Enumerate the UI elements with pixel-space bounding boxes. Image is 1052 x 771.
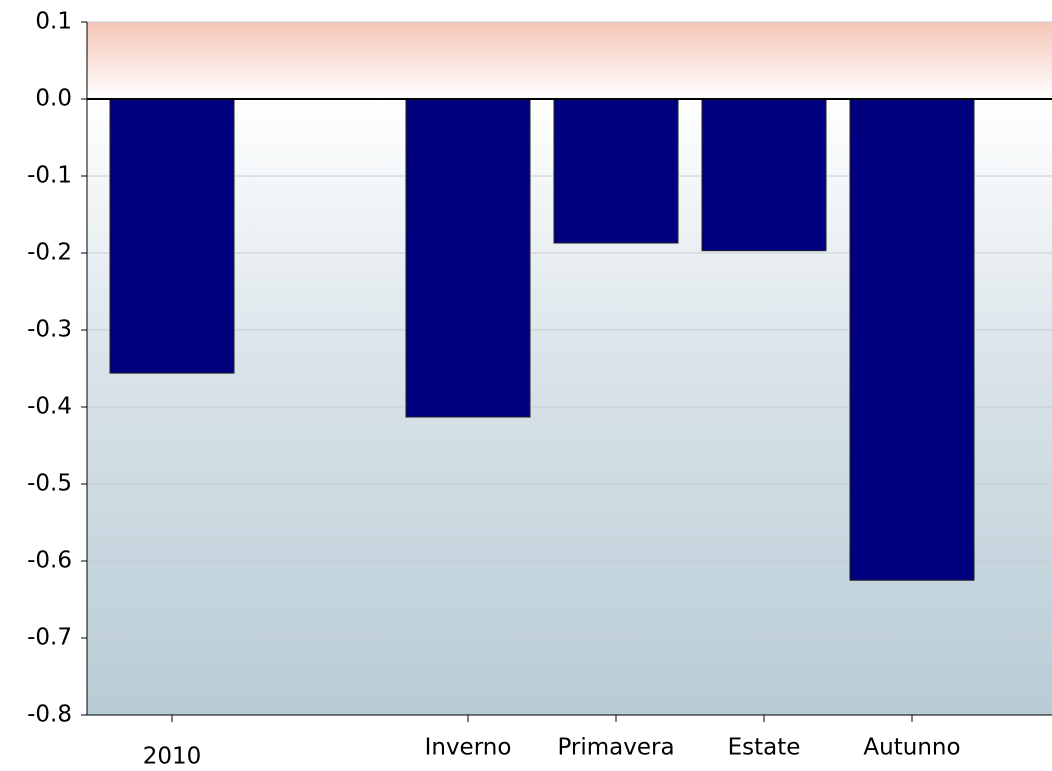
y-tick-label: -0.6: [27, 548, 72, 574]
y-tick-label: 0.0: [35, 86, 72, 112]
bar: [109, 98, 235, 374]
bar: [553, 98, 679, 244]
y-tick-label: -0.2: [27, 240, 72, 266]
y-tick-label: -0.3: [27, 317, 72, 343]
x-tick-label: Inverno: [425, 735, 512, 761]
bar: [849, 98, 975, 581]
x-tick-label: Primavera: [557, 735, 674, 761]
bar: [405, 98, 531, 418]
y-tick-label: 0.1: [35, 9, 72, 35]
y-tick-label: -0.7: [27, 625, 72, 651]
y-tick-label: -0.8: [27, 702, 72, 728]
x-tick-label: Autunno: [863, 735, 960, 761]
y-tick-label: -0.1: [27, 163, 72, 189]
x-tick-label: Estate: [728, 735, 801, 761]
y-tick-label: -0.5: [27, 471, 72, 497]
x-tick-label: 2010: [143, 744, 202, 770]
bar: [701, 98, 827, 252]
y-tick-label: -0.4: [27, 394, 72, 420]
